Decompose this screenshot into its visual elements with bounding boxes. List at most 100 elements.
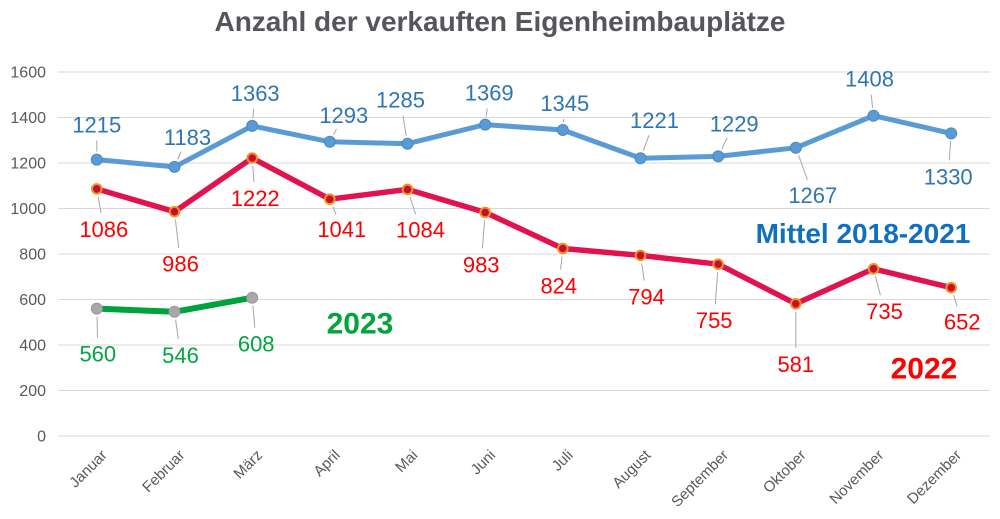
label-leader-line xyxy=(953,295,958,307)
data-label: 1285 xyxy=(376,88,425,113)
data-point xyxy=(90,153,103,166)
x-axis-category-label: September xyxy=(668,447,732,511)
data-label: 1293 xyxy=(319,103,368,128)
data-point xyxy=(945,281,958,294)
x-axis-category-label: Mai xyxy=(392,447,421,476)
data-point xyxy=(712,258,725,271)
series-2022: 1086 986 1222 1041 1084 983 824 794 755 581 735 652 xyxy=(79,152,981,377)
label-leader-line xyxy=(332,206,337,215)
data-point xyxy=(634,249,647,262)
data-label: 1369 xyxy=(465,81,514,106)
data-point xyxy=(90,302,103,315)
data-label: 581 xyxy=(777,352,814,377)
x-axis-category-label: März xyxy=(230,447,266,483)
data-label: 652 xyxy=(944,310,981,335)
x-axis-category-label: November xyxy=(826,447,887,508)
label-leader-line xyxy=(177,151,182,160)
x-axis-category-label: Juli xyxy=(549,447,577,475)
data-point xyxy=(323,135,336,148)
data-point xyxy=(867,263,880,275)
data-label: 1183 xyxy=(164,125,211,150)
y-axis-tick-label: 800 xyxy=(19,247,46,264)
x-axis-category-label: Oktober xyxy=(760,447,810,497)
data-point xyxy=(634,152,647,165)
y-axis-tick-label: 1400 xyxy=(10,110,46,127)
x-axis-category-label: April xyxy=(310,447,343,480)
label-leader-line xyxy=(252,305,256,328)
data-label: 1221 xyxy=(630,108,679,133)
label-leader-line xyxy=(485,108,488,117)
data-point xyxy=(790,298,802,310)
data-point xyxy=(401,183,414,196)
label-leader-line xyxy=(402,115,407,136)
data-label: 794 xyxy=(628,284,665,309)
y-axis-tick-label: 1600 xyxy=(10,65,46,82)
series-mittel-2018-2021: 1215 1183 1363 1293 1285 1369 1345 1221 1229 1267… xyxy=(72,67,972,208)
data-point xyxy=(479,206,492,219)
label-leader-line xyxy=(97,196,102,214)
label-leader-line xyxy=(409,196,417,215)
x-axis-category-label: August xyxy=(609,446,655,492)
data-label: 1041 xyxy=(317,217,366,242)
label-leader-line xyxy=(174,219,180,248)
data-point xyxy=(246,291,259,304)
label-leader-line xyxy=(714,272,719,305)
data-label: 560 xyxy=(79,342,116,367)
y-axis-tick-label: 400 xyxy=(19,338,46,355)
x-axis-category-label: Februar xyxy=(139,447,188,496)
label-leader-line xyxy=(870,94,874,108)
label-leader-line xyxy=(948,141,952,161)
y-axis-tick-label: 600 xyxy=(19,292,46,309)
data-point xyxy=(557,242,569,255)
y-axis-tick-label: 0 xyxy=(37,429,46,446)
label-leader-line xyxy=(252,165,255,183)
data-point xyxy=(867,109,880,122)
data-point xyxy=(91,183,103,195)
label-leader-line xyxy=(333,128,337,135)
data-label: 983 xyxy=(463,252,500,277)
label-leader-line xyxy=(175,319,179,339)
y-axis-tick-label: 1200 xyxy=(10,156,46,173)
data-point xyxy=(246,119,259,132)
data-point xyxy=(556,124,569,136)
label-leader-line xyxy=(721,137,728,150)
label-leader-line xyxy=(560,256,563,270)
data-point xyxy=(168,205,181,218)
data-point xyxy=(324,193,336,205)
data-label: 1222 xyxy=(231,186,280,211)
data-label: 1267 xyxy=(788,183,837,208)
data-point xyxy=(479,118,492,131)
data-label: 824 xyxy=(540,274,577,299)
x-axis-category-label: Juni xyxy=(468,447,499,478)
data-label: 1215 xyxy=(72,113,121,138)
label-leader-line xyxy=(875,276,881,296)
data-label: 735 xyxy=(866,299,903,324)
chart-title: Anzahl der verkauften Eigenheimbauplätze xyxy=(214,6,786,37)
data-label: 1363 xyxy=(231,81,280,106)
data-point xyxy=(712,150,725,163)
data-point xyxy=(789,141,802,154)
data-label: 755 xyxy=(696,308,733,333)
data-point xyxy=(401,137,414,150)
label-leader-line xyxy=(798,155,808,180)
data-label: 1345 xyxy=(540,91,589,116)
series-line xyxy=(94,113,954,170)
series-label-2023: 2023 xyxy=(327,308,394,341)
series-label-2022: 2022 xyxy=(891,353,958,386)
series-line xyxy=(94,155,954,307)
label-leader-line xyxy=(641,263,645,281)
x-axis-category-label: Dezember xyxy=(904,447,965,508)
data-point xyxy=(246,152,258,164)
label-leader-line xyxy=(96,316,98,338)
data-label: 1086 xyxy=(79,217,128,242)
data-point xyxy=(945,127,958,140)
data-label: 1330 xyxy=(924,164,973,189)
data-label: 986 xyxy=(162,252,199,277)
series-label-mittel-2018-2021: Mittel 2018-2021 xyxy=(756,218,971,249)
label-leader-line xyxy=(252,108,255,119)
data-point xyxy=(168,305,181,318)
data-label: 1408 xyxy=(845,67,894,92)
data-label: 546 xyxy=(162,343,199,368)
label-leader-line xyxy=(481,220,486,249)
